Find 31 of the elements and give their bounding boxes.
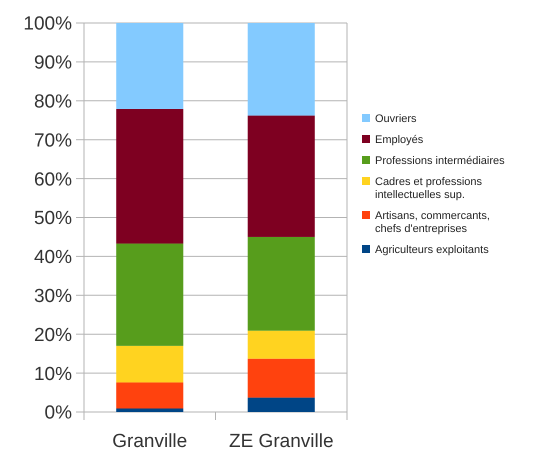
y-tick-label: 90% [34,52,72,74]
y-tick-label: 80% [34,91,72,112]
bar [116,408,184,412]
bar [116,108,184,244]
legend-label: Agriculteurs exploitants [375,244,490,256]
bar [248,23,315,116]
bar [116,346,184,382]
y-tick-label: 30% [34,286,72,307]
bar [116,23,184,109]
y-tick-label: 40% [34,247,72,268]
legend-label: Ouvriers [375,112,418,125]
y-tick-label: 70% [34,130,72,152]
y-tick-label: 20% [34,324,72,346]
bar [248,398,315,412]
y-tick-label: 0% [44,402,72,424]
legend-label: Professions intermédiaires [375,154,506,167]
y-tick-label: 10% [34,364,72,385]
x-tick-label: Granville [112,431,188,452]
bar [116,244,184,346]
y-tick-label: 60% [34,169,72,190]
legend-label: Employés [375,134,424,146]
x-tick-label: ZE Granville [228,431,334,452]
bar [248,330,315,359]
legend-label: Artisans, commercants, chefs d'entreprises [375,210,490,235]
bar [116,382,184,408]
y-tick-label: 50% [34,208,72,230]
legend-label: Cadres et professions intellectuelles sup. [375,176,482,201]
bar [248,116,315,237]
bar [248,236,315,331]
bar [248,358,315,398]
y-tick-label: 100% [23,14,72,35]
